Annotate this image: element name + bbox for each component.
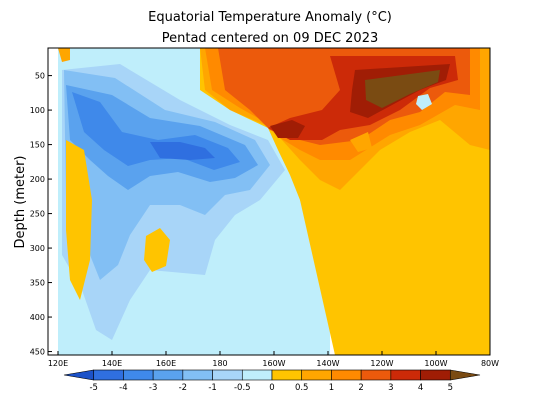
colorbar-swatch (93, 369, 124, 381)
colorbar-swatch (212, 369, 243, 381)
y-tick-label: 250 (30, 210, 45, 219)
x-axis: 120E 140E 160E 180 160W 140W 120W 100W 80W (48, 351, 499, 368)
y-tick-label: 400 (30, 313, 45, 322)
region-deep-east-yellow (300, 170, 490, 355)
region-minus-five-core (150, 142, 215, 160)
x-tick-label: 80W (481, 359, 499, 368)
chart-title: Equatorial Temperature Anomaly (°C) (148, 10, 392, 25)
y-tick-label: 50 (35, 72, 45, 81)
colorbar-swatch (123, 369, 154, 381)
y-axis: 50 100 150 200 250 300 350 400 450 (30, 72, 52, 357)
x-tick-label: 120E (48, 359, 68, 368)
x-tick-label: 180 (212, 359, 227, 368)
x-tick-label: 100W (424, 359, 447, 368)
colorbar-label: -1 (208, 383, 216, 393)
colorbar-swatch (360, 369, 392, 381)
x-tick-label: 140E (102, 359, 122, 368)
region-warm-west-stripe (66, 140, 92, 300)
colorbar-swatch (301, 369, 332, 381)
x-tick-label: 140W (316, 359, 339, 368)
colorbar-label: 4 (418, 383, 423, 393)
colorbar-label: 0.5 (295, 383, 309, 393)
colorbar-swatch (390, 369, 421, 381)
colorbar-swatch (182, 369, 213, 381)
x-tick-label: 120W (370, 359, 393, 368)
y-tick-label: 350 (30, 279, 45, 288)
colorbar-label: -0.5 (234, 383, 251, 393)
colorbar-label: -4 (119, 383, 127, 393)
region-east-patch (350, 132, 372, 152)
colorbar-label: -2 (179, 383, 187, 393)
colorbar-label: 1 (329, 383, 334, 393)
y-tick-label: 150 (30, 141, 45, 150)
colorbar-label: 2 (358, 383, 363, 393)
region-east-cold-spot (416, 94, 432, 110)
colorbar-label: 0 (269, 383, 274, 393)
colorbar-label: -3 (149, 383, 157, 393)
x-tick-label: 160W (262, 359, 285, 368)
y-tick-label: 100 (30, 106, 45, 115)
y-axis-label: Depth (meter) (13, 156, 28, 249)
y-tick-label: 300 (30, 244, 45, 253)
region-five-plus (365, 70, 440, 108)
colorbar-swatch (271, 369, 303, 381)
colorbar-swatch (449, 369, 481, 381)
colorbar-swatch (241, 369, 273, 381)
anomaly-field (48, 48, 490, 355)
x-tick-label: 160E (156, 359, 176, 368)
colorbar-swatch (331, 369, 362, 381)
colorbar-label: -5 (89, 383, 97, 393)
colorbar: -5 -4 -3 -2 -1 -0.5 0 0.5 1 2 3 4 5 (63, 369, 481, 393)
colorbar-swatch (420, 369, 451, 381)
region-warm-west-surface (58, 48, 70, 62)
colorbar-swatch (152, 369, 184, 381)
region-small-dark (270, 120, 305, 138)
region-warm-west-blob (144, 228, 170, 272)
colorbar-label: 3 (388, 383, 393, 393)
colorbar-label: 5 (448, 383, 453, 393)
y-tick-label: 200 (30, 175, 45, 184)
colorbar-swatch (63, 369, 95, 381)
chart-subtitle: Pentad centered on 09 DEC 2023 (162, 31, 379, 46)
y-tick-label: 450 (30, 348, 45, 357)
plot-frame (47, 47, 491, 356)
